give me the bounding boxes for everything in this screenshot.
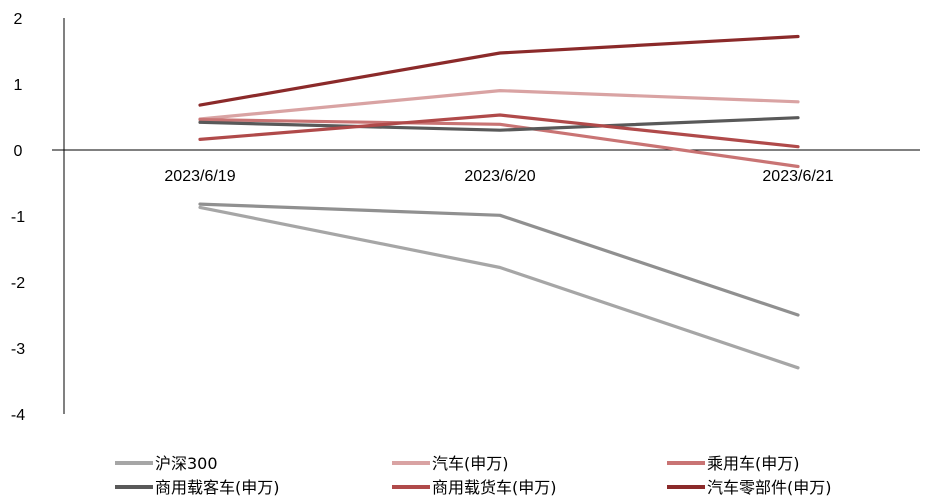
legend-item: 沪深300 — [115, 454, 218, 473]
series-line-6 — [198, 202, 800, 317]
y-tick-label: 1 — [14, 77, 23, 94]
series-lines — [198, 34, 800, 370]
legend-item: 汽车(申万) — [392, 454, 509, 473]
x-axis: 2023/6/19 2023/6/20 2023/6/21 — [52, 149, 920, 185]
y-tick-label: -3 — [11, 341, 25, 358]
legend-label: 商用载客车(申万) — [155, 478, 280, 497]
x-tick-label: 2023/6/19 — [164, 168, 235, 185]
series-line-2 — [198, 117, 800, 169]
legend-item: 商用载客车(申万) — [115, 478, 280, 497]
legend-item: 乘用车(申万) — [667, 454, 800, 473]
series-line-1 — [198, 88, 800, 121]
legend-item: 商用载货车(申万) — [392, 478, 557, 497]
legend-label: 汽车零部件(申万) — [707, 478, 832, 497]
series-line-0 — [198, 205, 800, 370]
legend-label: 商用载货车(申万) — [432, 478, 557, 497]
y-tick-label: 2 — [14, 11, 23, 28]
y-tick-label: 0 — [14, 143, 23, 160]
y-tick-label: -2 — [11, 275, 25, 292]
x-tick-label: 2023/6/21 — [762, 168, 833, 185]
y-tick-label: -4 — [11, 407, 25, 424]
y-tick-label: -1 — [11, 209, 25, 226]
series-line-3 — [198, 116, 800, 132]
legend: 沪深300 汽车(申万) 乘用车(申万) 商用载客车(申万) 商用载货车(申万) 汽车零部… — [115, 454, 832, 497]
x-tick-label: 2023/6/20 — [464, 168, 535, 185]
series-line-4 — [198, 113, 800, 149]
series-line-5 — [198, 34, 800, 107]
legend-item: 汽车零部件(申万) — [667, 478, 832, 497]
legend-label: 汽车(申万) — [432, 454, 509, 473]
y-axis: 2 1 0 -1 -2 -3 -4 — [11, 11, 65, 424]
legend-label: 沪深300 — [155, 454, 218, 473]
legend-label: 乘用车(申万) — [707, 454, 800, 473]
